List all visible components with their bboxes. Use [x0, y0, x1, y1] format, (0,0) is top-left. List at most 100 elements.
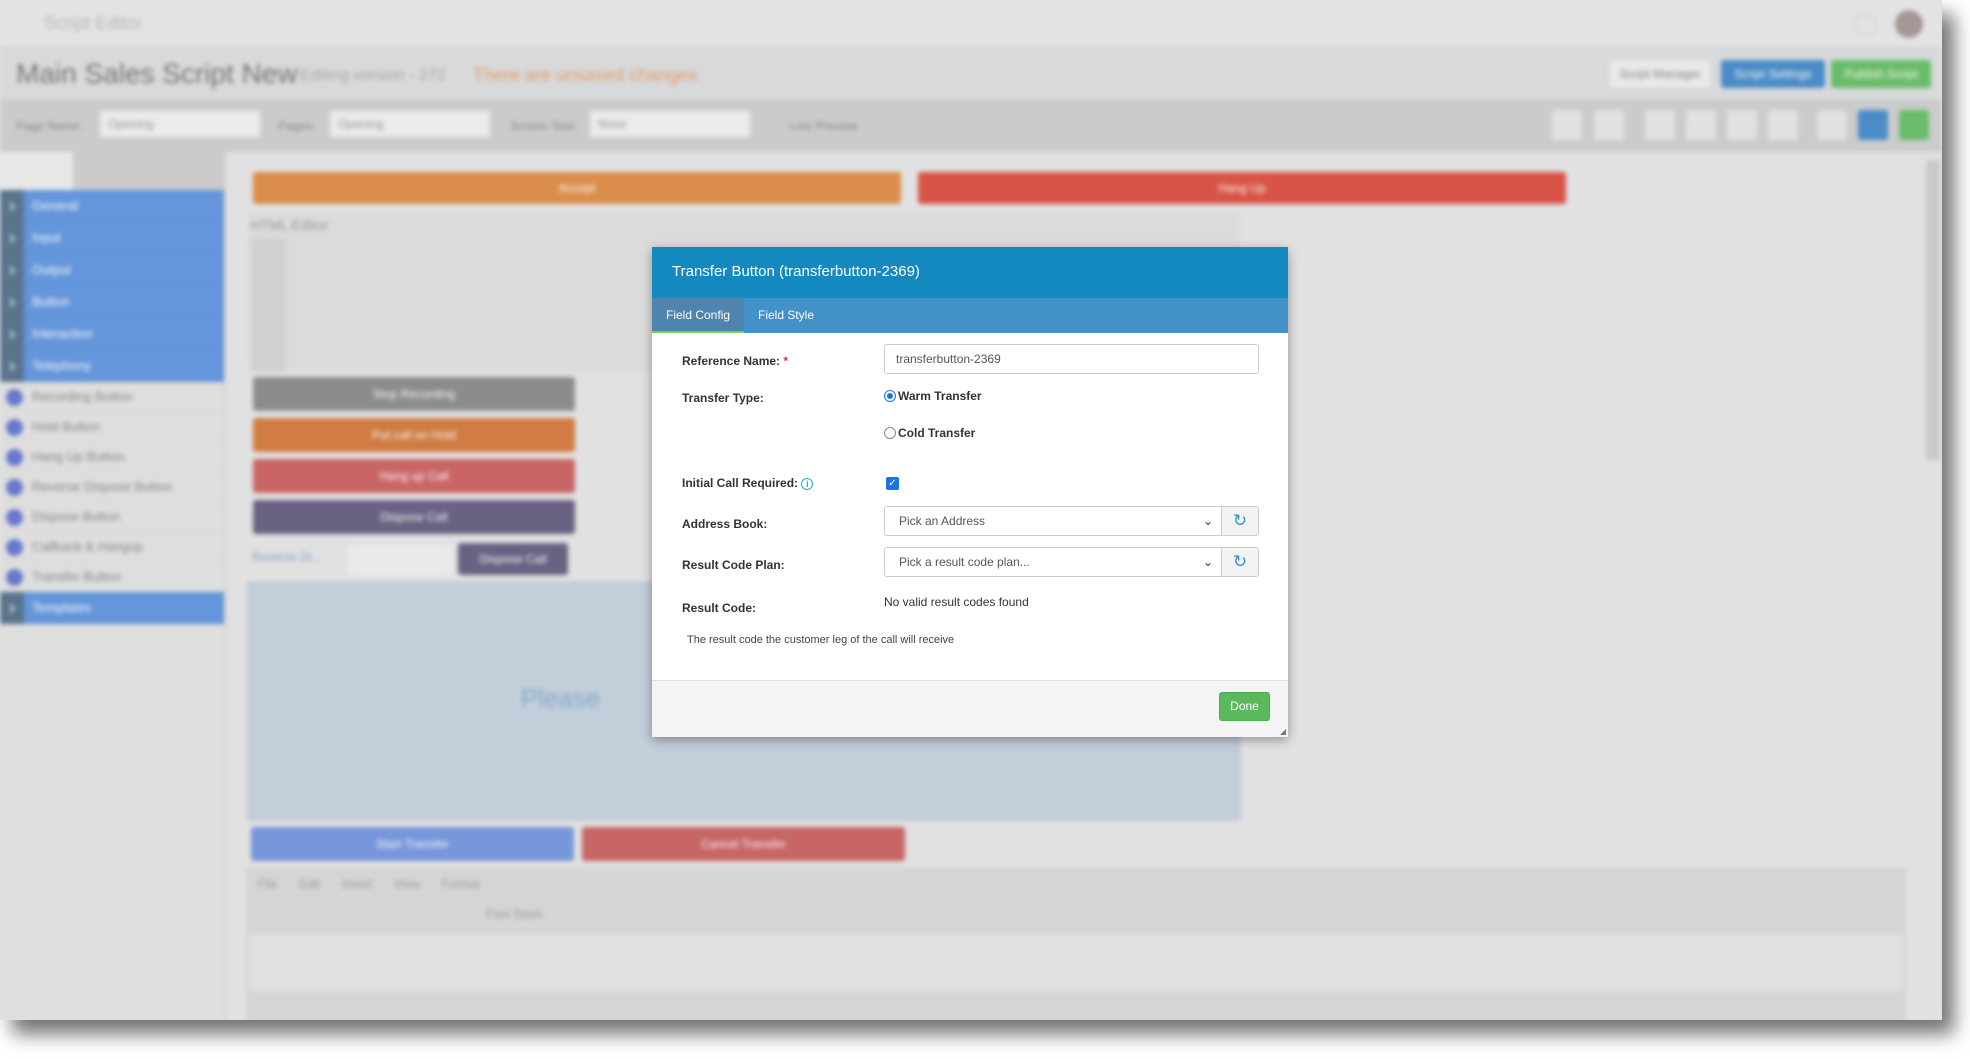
radio-unselected-icon	[884, 427, 896, 439]
reverse-dispose-link[interactable]: Reverse Di...	[252, 550, 322, 564]
dialog-title: Transfer Button (transferbutton-2369)	[652, 247, 1288, 298]
globe-icon[interactable]	[1768, 110, 1798, 140]
sidebar-item[interactable]: Callback & Hangup	[0, 532, 224, 562]
chevron-down-icon: ⌄	[1202, 555, 1213, 569]
title-bar: Script Editor	[0, 0, 1942, 48]
address-book-label: Address Book:	[682, 517, 768, 531]
menu-format[interactable]: Format	[441, 877, 480, 891]
file-icon[interactable]	[1817, 110, 1847, 140]
reverse-input[interactable]	[348, 545, 453, 575]
result-code-plan-value: Pick a result code plan...	[899, 555, 1030, 569]
refresh-address-button[interactable]: ↻	[1222, 506, 1259, 536]
cancel-transfer-button[interactable]: Cancel Transfer	[582, 827, 905, 861]
reference-name-text: Reference Name:	[682, 354, 781, 368]
screen-size-label: Screen Size:	[510, 119, 579, 133]
components-tab[interactable]	[0, 152, 74, 190]
category-input[interactable]: Input	[0, 222, 224, 254]
help-icon[interactable]	[1855, 14, 1877, 36]
publish-script-button[interactable]: Publish Script	[1831, 60, 1931, 88]
result-code-plan-select[interactable]: Pick a result code plan... ⌄	[884, 547, 1222, 577]
chevron-down-icon: ⌄	[1202, 514, 1213, 528]
sidebar-item[interactable]: Dispose Button	[0, 502, 224, 532]
required-marker: *	[783, 354, 789, 368]
category-output[interactable]: Output	[0, 254, 224, 286]
zoom-icon[interactable]	[1552, 110, 1582, 140]
dispose-call-button-2[interactable]: Dispose Call	[458, 543, 568, 575]
script-manager-button[interactable]: Script Manager	[1610, 60, 1710, 88]
live-preview-checkbox[interactable]: Live Preview	[790, 119, 859, 133]
font-size-select[interactable]: Font Sizes	[486, 907, 543, 921]
pointer-icon[interactable]	[1645, 110, 1675, 140]
drop-zone-text: Please	[521, 683, 601, 713]
menu-file[interactable]: File	[258, 877, 278, 891]
unsaved-warning: There are unsaved changes	[473, 65, 698, 85]
cold-transfer-radio[interactable]: Cold Transfer	[884, 426, 975, 440]
result-code-value: No valid result codes found	[884, 595, 1029, 609]
screen-size-select[interactable]: None	[590, 111, 750, 137]
address-book-select[interactable]: Pick an Address ⌄	[884, 506, 1222, 536]
editor-menu: File Edit Insert View Format	[248, 869, 1904, 899]
reference-name-input[interactable]: transferbutton-2369	[884, 344, 1259, 374]
stop-recording-button[interactable]: Stop Recording	[253, 377, 575, 411]
js-icon[interactable]	[1594, 110, 1624, 140]
menu-insert[interactable]: Insert	[342, 877, 373, 891]
page-name-label: Page Name:	[16, 119, 83, 133]
warm-transfer-radio[interactable]: Warm Transfer	[884, 389, 982, 403]
hold-button[interactable]: Put call on Hold	[253, 418, 575, 452]
start-transfer-button[interactable]: Start Transfer	[251, 827, 574, 861]
info-icon[interactable]: i	[801, 478, 814, 490]
result-code-label: Result Code:	[682, 601, 757, 615]
refresh-plan-button[interactable]: ↻	[1222, 547, 1259, 577]
category-templates[interactable]: Templates	[0, 592, 224, 624]
result-code-plan-label: Result Code Plan:	[682, 558, 785, 572]
category-general[interactable]: General	[0, 190, 224, 222]
scrollbar[interactable]	[1926, 160, 1940, 460]
sidebar-tabs	[0, 152, 224, 190]
menu-view[interactable]: View	[394, 877, 420, 891]
tab-field-config[interactable]: Field Config	[652, 298, 745, 333]
category-button[interactable]: Button	[0, 286, 224, 318]
reference-name-label: Reference Name: *	[682, 354, 788, 368]
sidebar-item[interactable]: Hang Up Button	[0, 442, 224, 472]
script-settings-button[interactable]: Script Settings	[1721, 60, 1825, 88]
menu-edit[interactable]: Edit	[299, 877, 321, 891]
initial-call-checkbox[interactable]: ✓	[886, 477, 899, 490]
page-name-input[interactable]: Opening	[100, 111, 260, 137]
initial-call-label: Initial Call Required: i	[682, 476, 814, 490]
hangup-call-button[interactable]: Hang up Call	[253, 459, 575, 493]
transfer-type-label: Transfer Type:	[682, 391, 764, 405]
warm-transfer-label: Warm Transfer	[898, 389, 982, 403]
list-icon[interactable]	[1727, 110, 1757, 140]
pages-select[interactable]: Opening	[330, 111, 490, 137]
dialog-tabs: Field Config Field Style	[652, 298, 1288, 333]
transfer-button-dialog: Transfer Button (transferbutton-2369) Fi…	[652, 247, 1288, 737]
dispose-call-button[interactable]: Dispose Call	[253, 500, 575, 534]
refresh-icon: ↻	[1232, 552, 1248, 571]
radio-selected-icon	[884, 390, 896, 402]
category-telephony[interactable]: Telephony	[0, 350, 224, 382]
script-name: Main Sales Script New	[16, 58, 298, 89]
editor-body[interactable]	[249, 935, 1903, 991]
hangup-button[interactable]: Hang Up	[918, 172, 1566, 204]
sidebar-item[interactable]: Reverse Dispose Button	[0, 472, 224, 502]
tab-field-style[interactable]: Field Style	[758, 308, 815, 322]
avatar[interactable]	[1895, 10, 1923, 38]
address-book-value: Pick an Address	[899, 514, 986, 528]
initial-call-text: Initial Call Required:	[682, 476, 799, 490]
category-interaction[interactable]: Interaction	[0, 318, 224, 350]
sidebar-item[interactable]: Hold Button	[0, 412, 224, 442]
save-icon[interactable]	[1899, 110, 1929, 140]
component-sidebar: General Input Output Button Interaction …	[0, 152, 226, 1020]
html-editor-label: HTML Editor	[250, 217, 329, 233]
result-code-help: The result code the customer leg of the …	[687, 634, 955, 646]
refresh-icon: ↻	[1232, 511, 1248, 530]
layers-icon[interactable]	[1686, 110, 1716, 140]
copy-icon[interactable]	[1858, 110, 1888, 140]
script-header: Main Sales Script New Editing version - …	[0, 48, 1942, 100]
sidebar-item[interactable]: Recording Button	[0, 382, 224, 412]
done-button[interactable]: Done	[1219, 692, 1270, 721]
resize-handle-icon[interactable]	[1280, 729, 1286, 735]
rich-text-editor: File Edit Insert View Format Font Sizes	[247, 868, 1905, 1020]
accept-button[interactable]: Accept	[253, 172, 901, 204]
cold-transfer-label: Cold Transfer	[898, 426, 976, 440]
